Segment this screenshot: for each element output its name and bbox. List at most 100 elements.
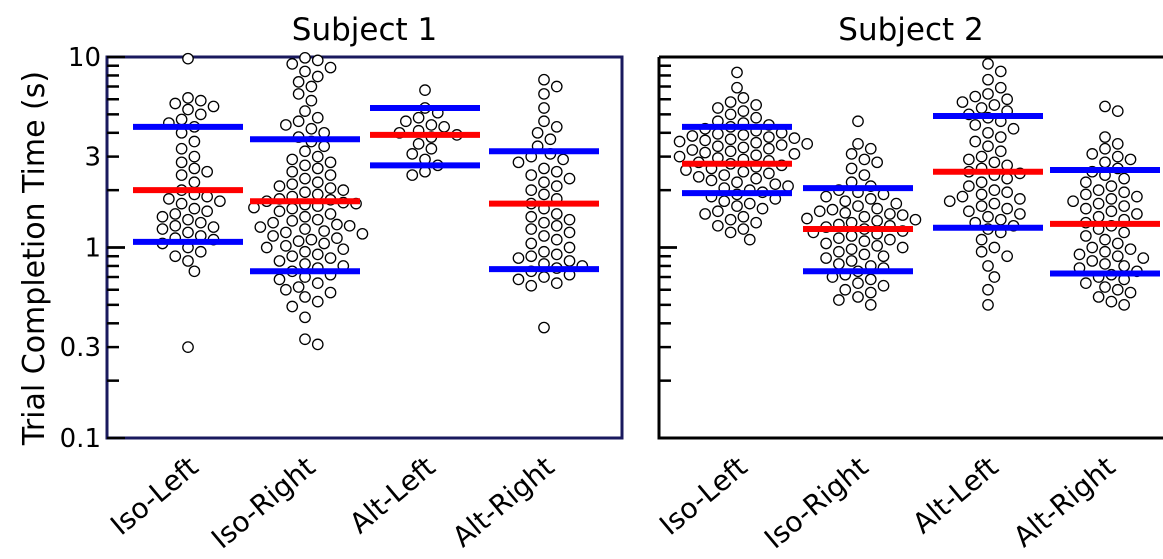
data-point	[871, 202, 883, 215]
data-point	[286, 202, 299, 215]
data-point	[254, 221, 267, 233]
data-point	[563, 213, 576, 226]
y-tick-label: 3	[84, 143, 101, 173]
data-point	[1118, 186, 1130, 199]
data-point	[988, 271, 1001, 283]
data-point	[1099, 245, 1111, 258]
data-point	[324, 169, 337, 181]
data-point	[988, 197, 1001, 210]
data-point	[845, 162, 858, 175]
data-point	[286, 58, 299, 70]
data-point	[1099, 142, 1111, 155]
data-point	[538, 176, 550, 189]
data-point	[299, 172, 311, 185]
data-point	[750, 149, 762, 162]
group-alt-left	[370, 84, 480, 181]
data-point	[525, 237, 538, 250]
data-point	[1131, 190, 1143, 203]
data-point	[324, 252, 337, 264]
data-point	[311, 188, 324, 201]
data-point	[975, 200, 988, 212]
data-point	[975, 188, 988, 201]
data-point	[943, 195, 956, 208]
data-point	[299, 159, 311, 172]
data-point	[188, 135, 201, 148]
data-point	[737, 141, 750, 154]
data-point	[982, 58, 994, 70]
data-point	[419, 84, 431, 96]
data-point	[813, 205, 826, 218]
data-point	[724, 96, 737, 108]
data-point	[750, 99, 762, 111]
data-point	[163, 193, 175, 205]
data-point	[267, 230, 279, 242]
data-point	[1111, 283, 1124, 296]
panel-title: Subject 1	[292, 12, 437, 48]
data-point	[994, 145, 1007, 158]
data-point	[299, 65, 311, 78]
data-point	[538, 162, 550, 175]
data-point	[1080, 202, 1092, 215]
data-point	[1105, 205, 1118, 218]
data-point	[550, 165, 563, 178]
data-point	[201, 165, 213, 178]
data-point	[969, 90, 982, 103]
data-point	[299, 223, 311, 235]
data-point	[750, 111, 762, 124]
data-point	[525, 184, 538, 197]
data-point	[1105, 180, 1118, 192]
data-point	[550, 208, 563, 220]
data-point	[280, 226, 292, 239]
data-point	[982, 298, 994, 311]
data-point	[737, 165, 750, 178]
data-point	[311, 295, 324, 308]
data-point	[1092, 210, 1105, 223]
data-point	[896, 241, 909, 254]
data-point	[994, 131, 1007, 143]
data-point	[877, 279, 890, 292]
data-point	[852, 115, 864, 128]
data-point	[864, 286, 877, 299]
data-point	[858, 235, 871, 247]
y-tick-label: 1	[84, 234, 101, 264]
data-point	[852, 277, 864, 289]
data-point	[337, 184, 350, 197]
data-point	[286, 178, 299, 191]
data-point	[686, 130, 699, 142]
data-point	[1124, 243, 1137, 256]
data-point	[743, 197, 756, 210]
data-point	[896, 209, 909, 221]
data-point	[525, 223, 538, 235]
data-point	[311, 54, 324, 67]
y-axis-ticks	[659, 55, 677, 440]
data-point	[756, 202, 769, 215]
data-point	[982, 126, 994, 139]
data-point	[1105, 193, 1118, 205]
data-point	[737, 210, 750, 223]
data-point	[1001, 202, 1013, 215]
data-point	[826, 203, 839, 216]
data-point	[852, 291, 864, 303]
data-point	[292, 235, 305, 247]
data-point	[673, 135, 686, 148]
data-point	[214, 195, 226, 208]
data-point	[820, 237, 832, 250]
data-point	[1111, 138, 1124, 150]
data-point	[311, 213, 324, 226]
data-point	[311, 277, 324, 289]
data-point	[156, 210, 169, 223]
data-point	[956, 96, 969, 108]
data-point	[963, 180, 975, 192]
data-point	[982, 88, 994, 100]
data-point	[1099, 233, 1111, 246]
y-tick-label: 10	[68, 43, 101, 73]
data-point	[712, 219, 724, 232]
data-point	[750, 216, 762, 229]
data-point	[299, 51, 311, 64]
data-point	[318, 225, 330, 237]
data-point	[1086, 148, 1099, 160]
data-point	[1124, 153, 1137, 166]
data-point	[890, 197, 903, 210]
data-point	[175, 156, 188, 169]
data-point	[775, 139, 788, 151]
